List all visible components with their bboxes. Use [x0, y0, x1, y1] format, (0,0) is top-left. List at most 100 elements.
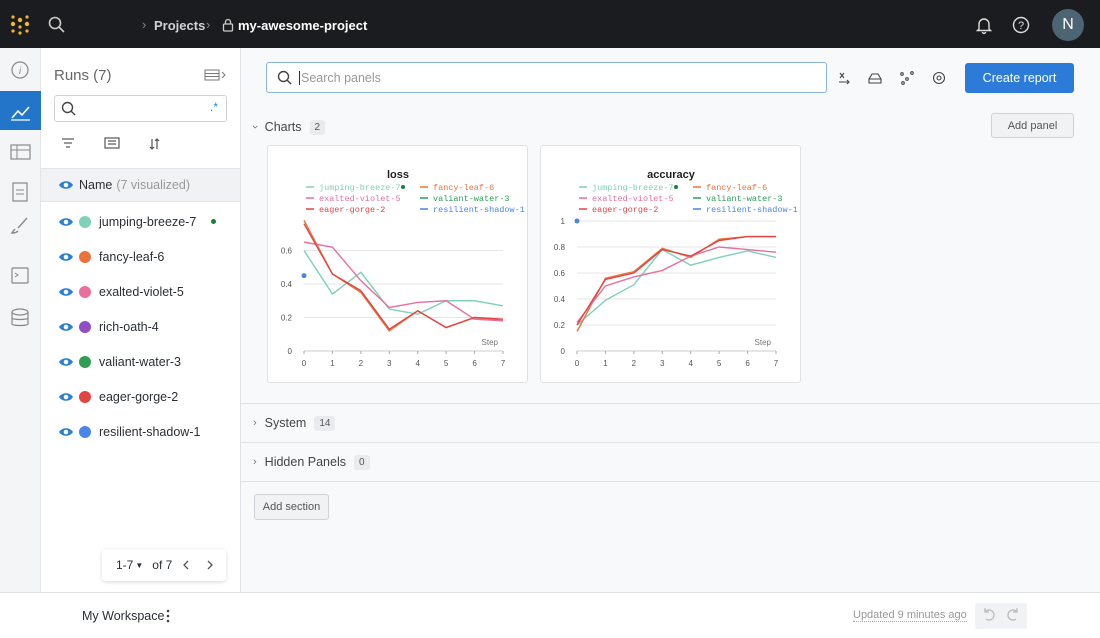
eye-icon[interactable] — [58, 286, 74, 298]
series-line — [303, 250, 504, 315]
highlight-dot — [401, 185, 405, 189]
section-header[interactable]: › Charts 2 — [241, 119, 1100, 135]
add-panel-button[interactable]: Add panel — [991, 113, 1074, 138]
series-line — [576, 235, 776, 326]
eye-pupil — [63, 289, 69, 294]
eye-pupil — [63, 394, 69, 399]
chevron: › — [248, 125, 261, 129]
x-tick-label: 0 — [302, 359, 307, 368]
legend-label: resilient-shadow-1 — [433, 205, 525, 215]
y-tick-label: 0.4 — [554, 295, 566, 304]
help-icon[interactable]: ? — [1012, 16, 1030, 34]
runs-title: Runs (7) — [54, 67, 112, 84]
search-placeholder: Search panels — [299, 71, 381, 85]
eye-icon[interactable] — [58, 426, 74, 438]
runs-search[interactable]: .* — [54, 95, 227, 122]
y-tick-label: 0 — [288, 347, 293, 356]
section-header[interactable]: › System 14 — [241, 415, 1100, 431]
top-bar: › Projects › my-awesome-project ? N — [0, 0, 1100, 48]
run-row[interactable]: eager-gorge-2 — [41, 379, 240, 414]
x-tick-label: 7 — [774, 359, 779, 368]
section-name: System — [264, 416, 307, 430]
chart-title: accuracy — [647, 169, 696, 181]
chevron: › — [253, 417, 257, 429]
series-line — [576, 246, 777, 323]
eye-pupil — [63, 429, 69, 434]
column-note: (7 visualized) — [116, 178, 190, 192]
name-column-header[interactable]: Name (7 visualized) — [41, 168, 240, 202]
section-count: 14 — [314, 415, 336, 431]
y-tick-label: 0.2 — [281, 314, 293, 323]
x-tick-label: 4 — [415, 359, 420, 368]
undo-redo-icons — [984, 608, 1018, 621]
page-arrows[interactable] — [180, 559, 220, 571]
y-tick-label: 0.4 — [281, 280, 293, 289]
lock-icon — [222, 18, 234, 32]
x-tick-label: 2 — [359, 359, 364, 368]
icon-rail: i — [0, 48, 41, 592]
avatar[interactable]: N — [1052, 9, 1084, 41]
eye-icon[interactable] — [58, 391, 74, 403]
more-icon[interactable] — [164, 609, 172, 623]
legend-label: fancy-leaf-6 — [433, 183, 494, 193]
point — [574, 218, 580, 224]
section-header[interactable]: › Hidden Panels 0 — [241, 454, 1100, 470]
run-tools[interactable] — [61, 136, 191, 152]
series-line — [303, 241, 504, 322]
run-row[interactable]: resilient-shadow-1 — [41, 414, 240, 449]
run-row[interactable]: valiant-water-3 — [41, 344, 240, 379]
eye-icon[interactable] — [58, 321, 74, 333]
x-tick-label: 3 — [387, 359, 392, 368]
run-row[interactable]: rich-oath-4 — [41, 309, 240, 344]
add-section-button[interactable]: Add section — [254, 494, 329, 520]
eye-icon[interactable] — [58, 356, 74, 368]
logo[interactable] — [10, 14, 32, 36]
search-icon — [277, 70, 292, 85]
undo-redo[interactable] — [975, 603, 1027, 629]
rail-icons: i — [0, 61, 41, 327]
legend-label: exalted-violet-5 — [319, 194, 401, 204]
x-tick-label: 0 — [575, 359, 580, 368]
run-color — [79, 320, 91, 333]
create-report-button[interactable]: Create report — [965, 63, 1074, 93]
x-tick-label: 4 — [688, 359, 693, 368]
workspace-name[interactable]: My Workspace — [82, 609, 165, 623]
run-row[interactable]: jumping-breeze-7 — [41, 204, 240, 239]
chart-panel: accuracy jumping-breeze-7 fancy-leaf-6 exal… — [540, 145, 801, 383]
bell-icon[interactable] — [975, 16, 993, 34]
separator: › — [142, 17, 147, 32]
page-range[interactable]: 1-7 — [116, 558, 134, 572]
eye-icon[interactable] — [58, 216, 74, 228]
search-icon[interactable] — [48, 16, 66, 34]
chevron: › — [253, 456, 257, 468]
svg-text:?: ? — [1018, 20, 1024, 32]
page-total: of 7 — [152, 558, 173, 572]
series-line — [576, 248, 777, 326]
y-tick-label: 0.6 — [281, 247, 293, 256]
series-line — [303, 223, 504, 331]
toolbar-icons[interactable] — [837, 70, 952, 86]
panel-search[interactable]: Search panels — [266, 62, 827, 93]
svg-text:.*: .* — [210, 101, 218, 114]
eye-icon[interactable] — [58, 251, 74, 263]
run-row[interactable]: fancy-leaf-6 — [41, 239, 240, 274]
chart: accuracy jumping-breeze-7 fancy-leaf-6 exal… — [554, 169, 798, 368]
run-name: eager-gorge-2 — [99, 389, 179, 404]
section-name: Charts — [264, 120, 302, 134]
series-line — [303, 220, 504, 332]
chart: loss jumping-breeze-7 fancy-leaf-6 exalted-… — [281, 169, 525, 368]
x-tick-label: 3 — [660, 359, 665, 368]
x-tick-label: 1 — [603, 359, 608, 368]
section-name: Hidden Panels — [264, 455, 346, 469]
regex-icon[interactable]: .* — [207, 101, 221, 117]
workspace: Search panels Create report › Charts 2 › Sys… — [241, 48, 1100, 592]
run-row[interactable]: exalted-violet-5 — [41, 274, 240, 309]
table-toggle[interactable] — [204, 68, 228, 82]
column-name: Name — [79, 178, 113, 192]
svg-text:i: i — [19, 66, 22, 77]
breadcrumb[interactable]: Projects — [154, 18, 206, 33]
highlight-dot — [674, 185, 678, 189]
project-name[interactable]: my-awesome-project — [238, 18, 368, 33]
run-name: valiant-water-3 — [99, 354, 181, 369]
eye-icon[interactable] — [58, 179, 74, 191]
